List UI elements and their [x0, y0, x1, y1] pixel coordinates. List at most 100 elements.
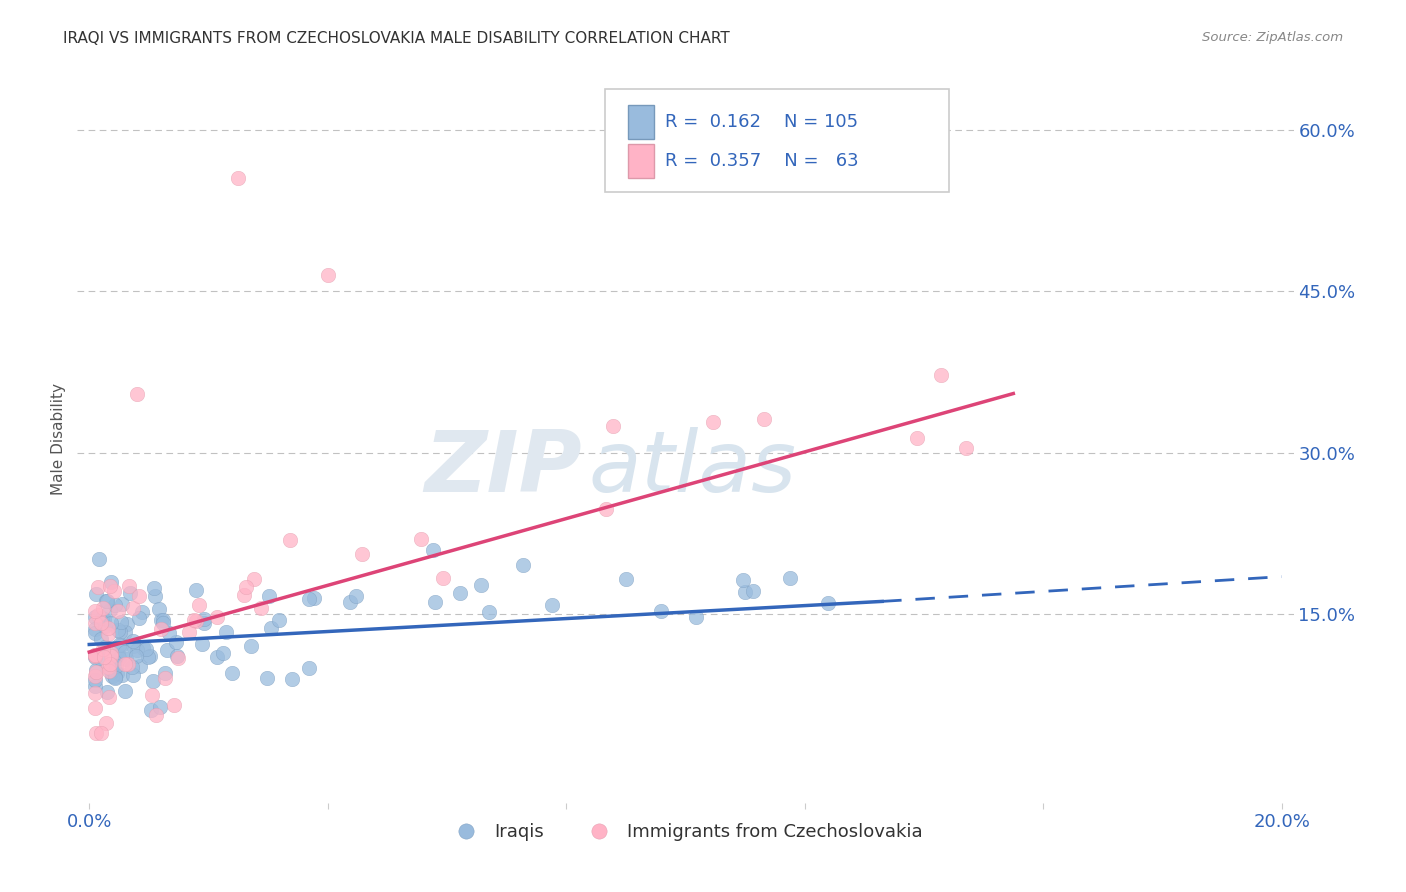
Point [142, 674, 165, 689]
Point [100, 646, 122, 660]
Point [614, 572, 637, 586]
Point [90, 615, 112, 630]
Point [205, 649, 228, 664]
Point [125, 648, 148, 663]
Point [135, 642, 157, 657]
Point [163, 698, 186, 712]
Point [100, 575, 122, 590]
Point [84, 648, 107, 662]
Point [156, 643, 179, 657]
Point [298, 591, 321, 606]
Point [149, 700, 172, 714]
Point [122, 640, 145, 654]
Point [193, 615, 215, 630]
Point [298, 661, 321, 675]
Point [955, 441, 977, 455]
Point [136, 649, 159, 664]
Point [84, 726, 107, 740]
Point [125, 386, 148, 401]
Point [84, 604, 107, 618]
Point [114, 645, 136, 659]
Point [187, 598, 209, 612]
Point [166, 648, 188, 663]
Point [84, 680, 107, 694]
Point [152, 613, 174, 627]
Point [96, 594, 118, 608]
Point [128, 589, 150, 603]
Point [166, 651, 188, 665]
Point [733, 573, 755, 587]
Point [105, 665, 128, 680]
Point [257, 589, 280, 603]
Point [153, 671, 176, 685]
Point [929, 368, 952, 383]
Point [752, 412, 775, 426]
Point [250, 600, 273, 615]
Point [449, 586, 471, 600]
Point [114, 625, 136, 640]
Point [101, 669, 124, 683]
Point [422, 542, 444, 557]
Point [117, 579, 139, 593]
Point [129, 659, 152, 673]
Point [221, 666, 243, 681]
Point [97, 664, 120, 678]
Point [97, 627, 120, 641]
Point [107, 648, 129, 662]
Point [226, 171, 249, 186]
Text: R =  0.357    N =   63: R = 0.357 N = 63 [665, 152, 859, 169]
Point [84, 664, 107, 678]
Point [127, 643, 149, 657]
Point [84, 669, 107, 683]
Point [122, 668, 145, 682]
Point [432, 571, 454, 585]
Point [110, 638, 132, 652]
Point [104, 659, 127, 673]
Point [84, 648, 107, 662]
Point [186, 583, 208, 598]
Point [93, 612, 115, 626]
Point [148, 602, 170, 616]
Point [94, 618, 117, 632]
Point [111, 598, 134, 612]
Point [104, 670, 127, 684]
Point [110, 615, 132, 630]
Point [191, 637, 214, 651]
Point [132, 641, 155, 656]
Point [121, 660, 143, 674]
Point [122, 634, 145, 648]
Point [100, 665, 122, 679]
Point [115, 652, 138, 666]
Point [139, 648, 162, 663]
Point [741, 584, 763, 599]
Point [94, 716, 117, 731]
Point [97, 621, 120, 635]
Point [212, 647, 235, 661]
Point [409, 532, 432, 546]
Point [104, 671, 127, 685]
Point [98, 657, 121, 672]
Point [87, 551, 110, 566]
Point [344, 590, 367, 604]
Point [118, 585, 141, 599]
Point [183, 613, 205, 627]
Y-axis label: Male Disability: Male Disability [51, 384, 66, 495]
Point [702, 415, 724, 429]
Text: ZIP: ZIP [425, 427, 582, 510]
Point [107, 624, 129, 638]
Point [107, 639, 129, 653]
Point [779, 571, 801, 585]
Point [96, 685, 118, 699]
Legend: Iraqis, Immigrants from Czechoslovakia: Iraqis, Immigrants from Czechoslovakia [440, 816, 931, 848]
Point [90, 632, 112, 647]
Point [141, 688, 163, 702]
Point [145, 708, 167, 723]
Point [905, 432, 928, 446]
Text: IRAQI VS IMMIGRANTS FROM CZECHOSLOVAKIA MALE DISABILITY CORRELATION CHART: IRAQI VS IMMIGRANTS FROM CZECHOSLOVAKIA … [63, 31, 730, 46]
Point [84, 623, 107, 637]
Point [281, 672, 304, 686]
Point [91, 601, 114, 615]
Point [316, 268, 339, 282]
Point [215, 625, 238, 640]
Point [150, 613, 173, 627]
